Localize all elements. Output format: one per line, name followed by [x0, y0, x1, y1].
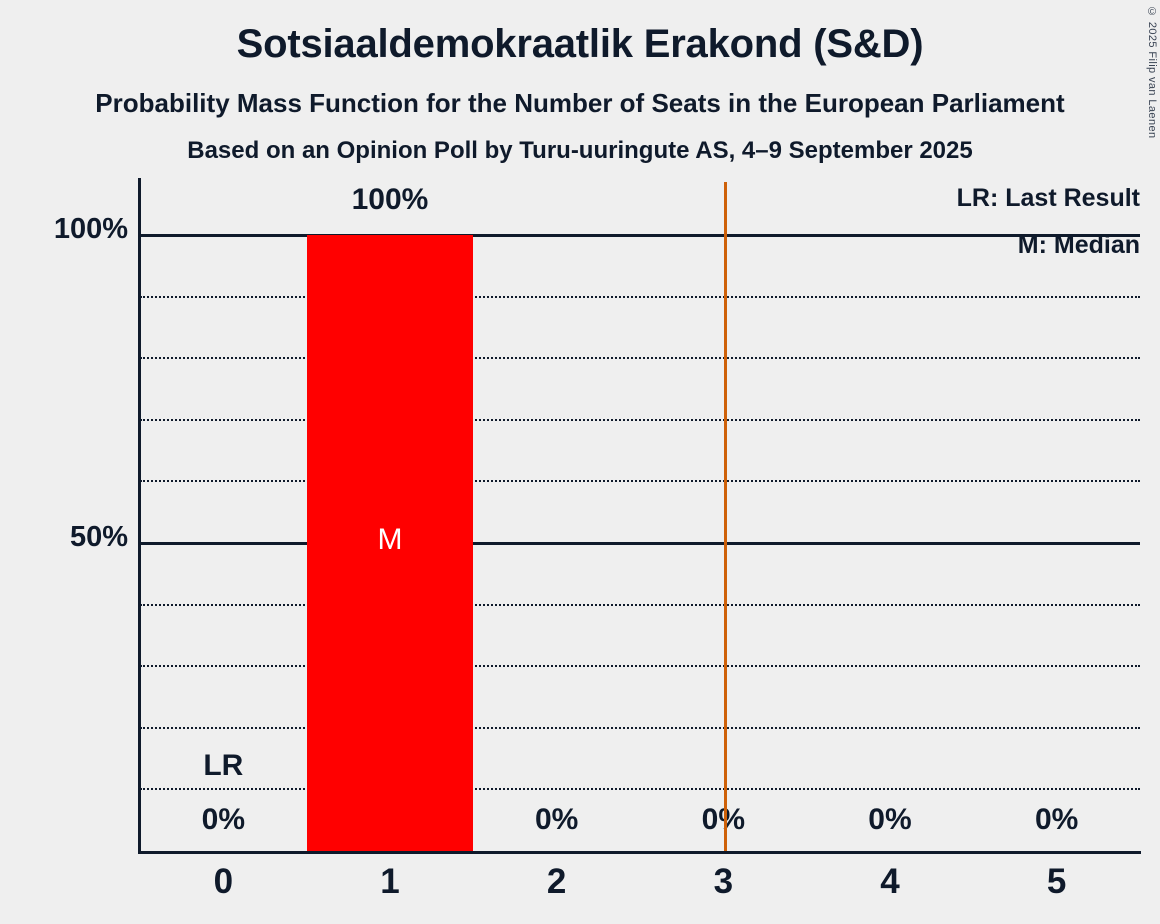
legend-item-last-result: LR: Last Result	[956, 184, 1140, 212]
value-label-1: 100%	[351, 183, 429, 216]
bar-1[interactable]: M	[306, 235, 474, 851]
chart-header: Sotsiaaldemokraatlik Erakond (S&D) Proba…	[0, 0, 1160, 178]
last-result-marker-label: LR	[203, 749, 244, 782]
value-label-3: 0%	[640, 803, 807, 837]
gridline-30	[140, 665, 1140, 668]
y-tick-label-100: 100%	[53, 213, 128, 245]
copyright-notice: © 2025 Filip van Laenen	[1146, 6, 1158, 139]
median-marker-label: M	[377, 523, 403, 556]
y-axis-line	[138, 178, 141, 851]
gridline-70	[140, 418, 1140, 421]
x-tick-label-4: 4	[880, 862, 900, 901]
value-label-2: 0%	[534, 803, 579, 836]
x-axis-labels: 0 1 2 3 4 5	[140, 862, 1140, 922]
x-axis-line	[138, 851, 1141, 854]
gridline-50	[140, 542, 1140, 545]
x-tick-label-0: 0	[213, 862, 234, 901]
x-tick-label-5: 5	[1046, 862, 1067, 901]
x-tick-label-1: 1	[380, 862, 400, 901]
last-result-marker-line	[723, 182, 727, 851]
gridline-80	[140, 357, 1140, 360]
value-label-4: 0%	[868, 803, 912, 836]
legend-item-median: M: Median	[1017, 231, 1140, 259]
gridline-90	[140, 295, 1140, 298]
value-label-0: 0%	[201, 803, 245, 836]
x-tick-label-2: 2	[546, 862, 567, 901]
gridline-10	[140, 788, 1140, 791]
page-title: Sotsiaaldemokraatlik Erakond (S&D)	[236, 22, 924, 66]
gridline-20	[140, 726, 1140, 729]
chart-subtitle: Probability Mass Function for the Number…	[95, 88, 1065, 118]
plot-area: 0% M 100% 0% 0% 0% 0% LR LR: Last Result M: Me…	[138, 178, 1141, 854]
y-tick-label-50: 50%	[69, 521, 128, 553]
chart-source-line: Based on an Opinion Poll by Turu-uuringu…	[187, 137, 973, 164]
gridline-100	[140, 234, 1140, 237]
gridline-40	[140, 603, 1140, 606]
value-label-5: 0%	[1034, 803, 1079, 836]
x-tick-label-3: 3	[713, 862, 734, 901]
gridline-60	[140, 480, 1140, 483]
